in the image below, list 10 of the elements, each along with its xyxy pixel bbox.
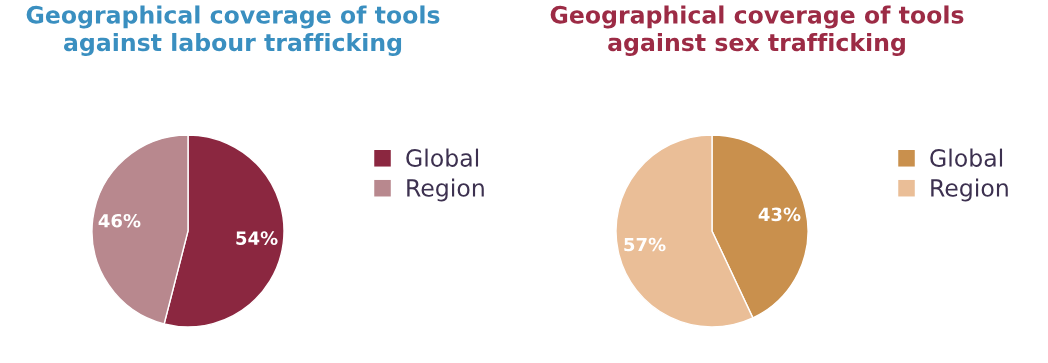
chart-title: Geographical coverage of tools against sex trafficking	[550, 5, 964, 56]
data-label: 57%	[624, 237, 666, 252]
data-label: 54%	[236, 231, 278, 245]
legend-label: Region	[407, 178, 484, 202]
data-label: 43%	[758, 207, 801, 222]
legend-label: Global	[930, 148, 1003, 167]
data-label: 46%	[98, 213, 141, 228]
legend-label: Global	[406, 148, 479, 167]
legend-label: Region	[931, 178, 1008, 202]
chart-title: Geographical coverage of tools against labour trafficking	[26, 5, 440, 56]
